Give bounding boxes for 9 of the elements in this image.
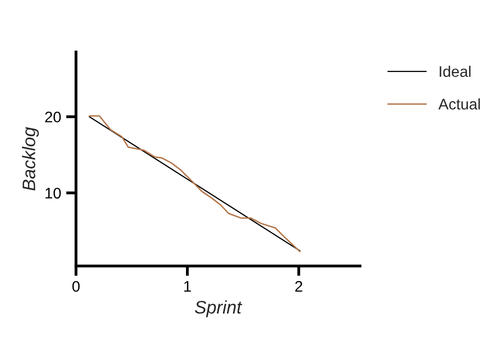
y-tick-label: 20: [45, 112, 61, 122]
x-axis-title: Sprint: [194, 300, 242, 318]
legend-label: Actual: [438, 98, 480, 110]
y-tick-label: 10: [46, 188, 61, 199]
y-axis-title: Backlog: [22, 127, 39, 191]
x-tick-label: 2: [295, 280, 302, 292]
x-tick-label: 1: [184, 281, 191, 292]
legend-label: Ideal: [440, 66, 470, 77]
x-tick-label: 0: [72, 280, 80, 292]
